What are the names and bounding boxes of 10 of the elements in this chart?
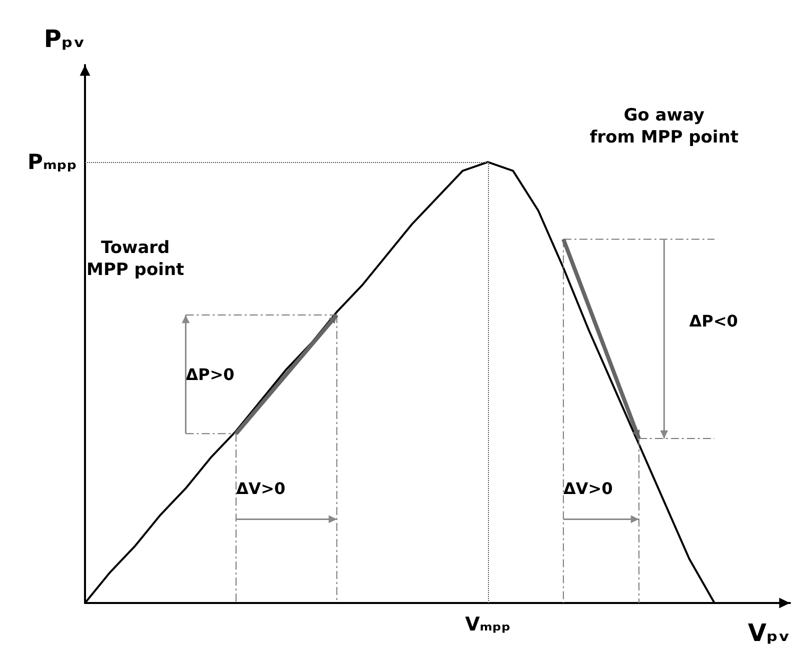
annotation: ΔV>0 xyxy=(236,478,286,498)
text: Go away from MPP point xyxy=(590,106,738,148)
annotation: ΔP>0 xyxy=(186,364,234,384)
ref-line-label: Pₘₚₚ xyxy=(28,150,77,174)
annotation: Toward MPP point xyxy=(86,238,184,280)
text: Vₘₚₚ xyxy=(465,614,511,636)
y-axis-title: Pₚᵥ xyxy=(44,25,85,53)
annotation: ΔP<0 xyxy=(689,312,738,331)
x-axis-title: Vₚᵥ xyxy=(748,619,790,647)
annotation: ΔV>0 xyxy=(563,478,613,498)
